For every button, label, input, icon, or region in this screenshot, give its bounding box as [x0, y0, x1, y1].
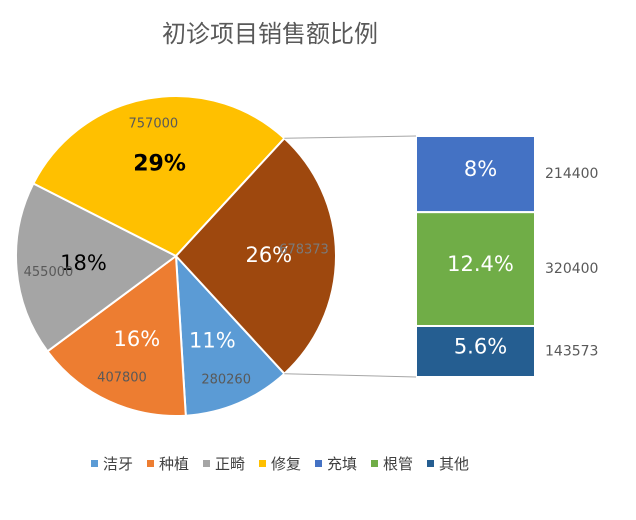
legend-item: 根管 — [371, 453, 413, 474]
legend-label: 修复 — [270, 455, 301, 473]
pie-percent-label: 18% — [60, 251, 107, 275]
legend-swatch — [202, 460, 210, 467]
legend-swatch — [258, 460, 266, 467]
legend-item: 正畸 — [202, 453, 245, 474]
pie-value-label: 455000 — [24, 265, 74, 280]
pie-percent-label: 11% — [189, 328, 236, 352]
pie-value-label: 678373 — [279, 243, 329, 258]
pie-value-label: 757000 — [129, 117, 179, 132]
bar-value-label: 320400 — [545, 261, 598, 277]
legend-swatch — [90, 460, 98, 467]
bar-value-label: 214400 — [545, 166, 598, 182]
connector-line-top — [284, 135, 417, 139]
legend-swatch — [371, 460, 379, 467]
pie-slice — [174, 253, 286, 417]
legend-item: 种植 — [146, 453, 189, 474]
legend: 洁牙 种植 正畸 修复 充填 根管 其他 — [0, 453, 560, 474]
legend-item: 洁牙 — [90, 453, 133, 474]
pie-percent-label: 16% — [114, 327, 161, 351]
pie-value-label: 280260 — [201, 372, 251, 387]
pie-value-label: 407800 — [97, 371, 147, 386]
bar-segment — [415, 135, 536, 214]
legend-label: 根管 — [383, 455, 414, 473]
pie-slice — [15, 182, 178, 353]
bar-segment — [415, 211, 536, 327]
bar-percent-label: 8% — [464, 157, 497, 181]
bar-segment — [415, 324, 536, 378]
bar-percent-label: 5.6% — [454, 334, 507, 358]
pie-percent-label: 29% — [133, 152, 186, 177]
legend-item: 充填 — [315, 453, 357, 474]
legend-label: 洁牙 — [102, 455, 133, 473]
pie-percent-label: 26% — [245, 243, 292, 267]
pie-slice — [46, 254, 187, 417]
legend-label: 充填 — [327, 455, 358, 473]
legend-item: 修复 — [258, 453, 301, 474]
legend-label: 正畸 — [214, 455, 245, 473]
pie-slice — [174, 136, 337, 376]
bar-value-label: 143573 — [545, 343, 598, 359]
legend-label: 其他 — [439, 455, 470, 473]
legend-swatch — [427, 460, 435, 467]
chart-title: 初诊项目销售额比例 — [162, 20, 378, 48]
connector-line-bottom — [284, 373, 417, 378]
legend-swatch — [315, 460, 322, 467]
pie-slice — [32, 95, 286, 258]
bar-percent-label: 12.4% — [447, 252, 514, 276]
legend-label: 种植 — [158, 455, 189, 473]
legend-item: 其他 — [427, 453, 469, 474]
legend-swatch — [146, 460, 154, 467]
